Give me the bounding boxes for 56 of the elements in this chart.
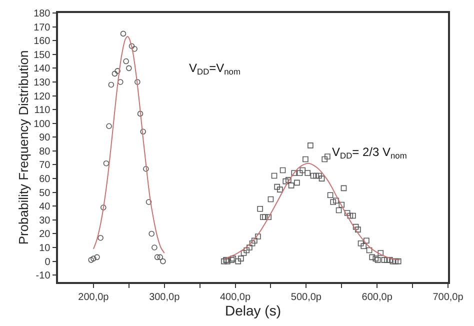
point — [114, 68, 120, 74]
point — [157, 254, 164, 260]
point — [152, 244, 158, 250]
y-tick-label: 90 — [39, 132, 51, 144]
y-tick-label: 40 — [39, 202, 51, 213]
point — [148, 230, 154, 237]
y-tick-label: 170 — [34, 22, 51, 34]
y-tick-label: 50 — [39, 188, 51, 199]
point — [108, 82, 114, 88]
y-tick-label: 150 — [34, 50, 51, 61]
point — [118, 79, 124, 85]
annotation: V$_{DD}$=V$_{nom}$ — [189, 61, 240, 77]
point — [100, 204, 106, 210]
x-tick-label: 300,0p — [149, 292, 180, 303]
point — [98, 234, 104, 241]
y-tick-label: 100 — [34, 118, 51, 130]
point — [88, 257, 94, 263]
x-tick-label: 500,0p — [290, 292, 322, 303]
point — [106, 123, 112, 130]
y-tick-label: 110 — [34, 105, 51, 116]
y-axis-title: Probability Frequency Distribution — [16, 50, 32, 245]
point — [134, 79, 140, 85]
annotation: V$_{DD}$= 2/3 V$_{nom}$ — [332, 145, 407, 161]
point — [160, 258, 166, 264]
point — [146, 199, 152, 205]
x-tick-label: 700,0p — [432, 292, 464, 303]
point — [132, 46, 138, 52]
point — [126, 65, 132, 72]
point — [143, 166, 149, 172]
point — [128, 43, 135, 50]
point — [94, 254, 100, 260]
y-tick-label: 130 — [34, 77, 51, 88]
x-tick-label: 400,0p — [220, 292, 251, 303]
x-tick-label: 600,0p — [362, 292, 393, 303]
y-tick-label: -10 — [36, 270, 51, 282]
x-tick-label: 200,0p — [78, 292, 110, 303]
y-tick-label: 80 — [39, 146, 51, 158]
point — [137, 110, 144, 117]
y-tick-label: 0 — [44, 256, 51, 268]
point — [120, 30, 126, 37]
x-axis-title: Delay (s) — [224, 302, 282, 319]
y-tick-label: 10 — [39, 243, 51, 254]
y-tick-label: 60 — [39, 174, 51, 186]
y-tick-label: 70 — [39, 160, 51, 172]
point — [123, 58, 129, 64]
point — [140, 128, 146, 135]
point — [154, 254, 160, 260]
point — [103, 160, 110, 166]
point — [112, 70, 118, 77]
y-tick-label: 30 — [39, 215, 51, 226]
y-tick-label: 140 — [34, 64, 51, 75]
y-tick-label: 180 — [34, 8, 51, 20]
y-tick-label: 20 — [39, 229, 51, 240]
point — [90, 256, 96, 262]
y-tick-label: 120 — [34, 91, 51, 102]
y-tick-label: 160 — [34, 36, 51, 48]
